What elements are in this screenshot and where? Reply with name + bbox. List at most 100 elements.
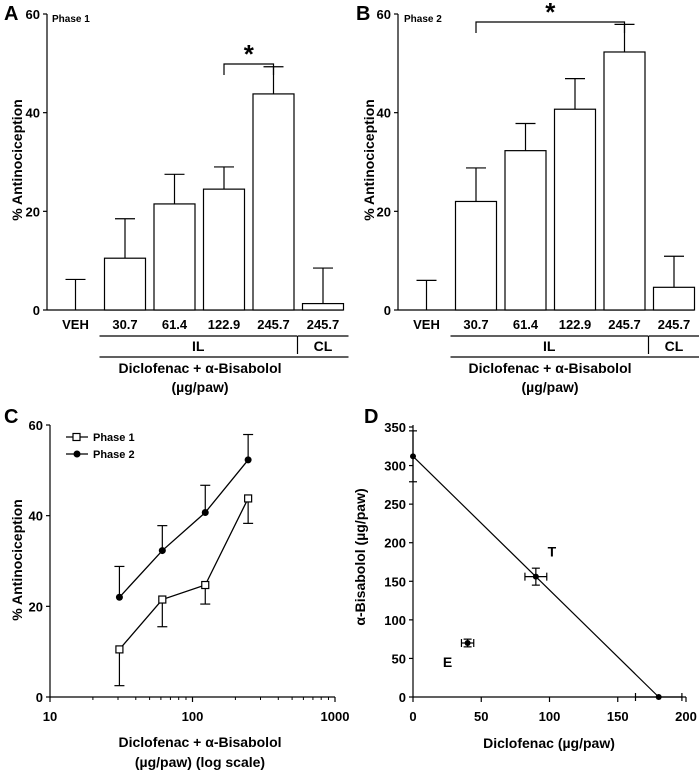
a-category-label: 30.7	[112, 317, 137, 332]
panel-b-xlabel-line1: Diclofenac + α-Bisabolol	[468, 360, 631, 376]
c-point-phase1	[115, 645, 124, 654]
panel-a-ylabel: % Antinociception	[9, 99, 25, 221]
c-point-phase1	[244, 494, 253, 503]
panel-c-letter: C	[4, 406, 18, 428]
c-point-phase2	[115, 593, 123, 601]
panel-a-xlabel-line1: Diclofenac + α-Bisabolol	[118, 360, 281, 376]
legend-phase2-marker	[73, 450, 81, 458]
d-point	[655, 694, 662, 700]
d-xtick-label: 0	[409, 709, 416, 724]
c-xtick-label: 100	[182, 709, 204, 724]
b-ytick-label: 0	[384, 303, 391, 318]
panel-c-ylabel: % Antinociception	[9, 499, 25, 621]
a-group-label: CL	[314, 338, 333, 354]
b-ytick-label: 60	[377, 7, 391, 22]
c-point-phase1	[158, 595, 167, 604]
b-category-label: 30.7	[463, 317, 488, 332]
d-ytick-label: 250	[384, 497, 406, 512]
panel-a: A Phase 1 % Antinociception 0 20 40 60 VEH 3…	[4, 3, 349, 395]
c-series-line-phase1	[118, 498, 249, 650]
b-category-label: 245.7	[608, 317, 641, 332]
d-ytick-label: 150	[384, 574, 406, 589]
panel-d-xlabel: Diclofenac (µg/paw)	[483, 735, 615, 751]
legend-phase1-label: Phase 1	[93, 432, 135, 444]
b-significance-bracket	[475, 21, 626, 33]
panel-b-letter: B	[356, 3, 370, 25]
d-ytick-label: 100	[384, 613, 406, 628]
d-ytick-label: 300	[384, 459, 406, 474]
d-ytick-label: 0	[399, 690, 406, 705]
c-ytick-label: 40	[29, 509, 43, 524]
d-point	[532, 573, 539, 580]
d-point	[464, 640, 471, 646]
panel-c: C % Antinociception 0 20 40 60 10 100 1000 Ph…	[4, 406, 349, 770]
d-ytick-label: 50	[392, 651, 406, 666]
c-ytick-label: 60	[29, 418, 43, 433]
a-category-label: 61.4	[162, 317, 188, 332]
a-ytick-label: 60	[26, 7, 40, 22]
panel-a-letter: A	[4, 3, 18, 25]
panel-b-title: Phase 2	[404, 14, 442, 25]
panel-c-xlabel-line1: Diclofenac + α-Bisabolol	[118, 734, 281, 750]
panel-b-ylabel: % Antinociception	[361, 99, 377, 221]
d-point-label-t: T	[548, 544, 557, 560]
c-point-phase1	[201, 580, 210, 590]
b-group-label: CL	[665, 338, 684, 354]
panel-c-xlabel-line2: (µg/paw) (log scale)	[135, 754, 265, 770]
c-point-phase2	[244, 456, 252, 464]
c-xtick-label: 1000	[321, 709, 350, 724]
panel-d-ylabel: α-Bisabolol (µg/paw)	[352, 488, 368, 625]
a-ytick-label: 40	[26, 106, 40, 121]
panel-c-legend: Phase 1 Phase 2	[66, 432, 135, 461]
panel-d: D α-Bisabolol (µg/paw) 0 50 100 150 200 250 30…	[352, 406, 697, 751]
a-ytick-label: 20	[26, 204, 40, 219]
b-bar	[553, 108, 597, 311]
a-category-label: 245.7	[257, 317, 290, 332]
a-category-label: 122.9	[208, 317, 241, 332]
legend-phase2-label: Phase 2	[93, 449, 135, 461]
b-category-label: VEH	[413, 317, 440, 332]
panel-a-title: Phase 1	[52, 14, 90, 25]
d-xtick-label: 50	[474, 709, 488, 724]
a-group-label: IL	[192, 338, 205, 354]
legend-phase1-marker	[72, 432, 81, 442]
a-category-label: 245.7	[307, 317, 340, 332]
d-point	[410, 453, 416, 460]
b-bar	[652, 286, 696, 311]
a-significance-star: *	[244, 39, 255, 69]
a-significance-bracket	[223, 63, 275, 75]
b-category-label: 122.9	[559, 317, 592, 332]
b-bar	[504, 150, 547, 311]
b-category-label: 245.7	[658, 317, 691, 332]
c-ytick-label: 20	[29, 599, 43, 614]
panel-a-xlabel-line2: (µg/paw)	[171, 379, 228, 395]
c-ytick-label: 0	[36, 690, 43, 705]
panel-b: B Phase 2 % Antinociception 0 20 40 60 VEH 3…	[356, 0, 699, 395]
a-category-label: VEH	[62, 317, 89, 332]
d-ytick-label: 350	[384, 420, 406, 435]
d-xtick-label: 200	[675, 709, 697, 724]
a-bar	[301, 302, 345, 311]
a-bar	[202, 188, 246, 311]
d-ytick-label: 200	[384, 536, 406, 551]
d-xtick-label: 100	[539, 709, 561, 724]
a-bar	[153, 203, 196, 311]
c-point-phase2	[201, 508, 209, 516]
b-group-label: IL	[543, 338, 556, 354]
b-bar	[454, 200, 498, 311]
b-category-label: 61.4	[513, 317, 539, 332]
panel-d-letter: D	[364, 406, 378, 428]
a-bar	[252, 93, 295, 311]
c-point-phase2	[158, 547, 166, 555]
b-ytick-label: 20	[377, 204, 391, 219]
d-xtick-label: 150	[607, 709, 629, 724]
b-ytick-label: 40	[377, 106, 391, 121]
b-bar	[603, 51, 646, 311]
d-point-label-e: E	[443, 654, 452, 670]
c-xtick-label: 10	[43, 709, 57, 724]
panel-b-xlabel-line2: (µg/paw)	[521, 379, 578, 395]
a-ytick-label: 0	[33, 303, 40, 318]
a-bar	[103, 257, 147, 311]
b-significance-star: *	[545, 0, 556, 27]
